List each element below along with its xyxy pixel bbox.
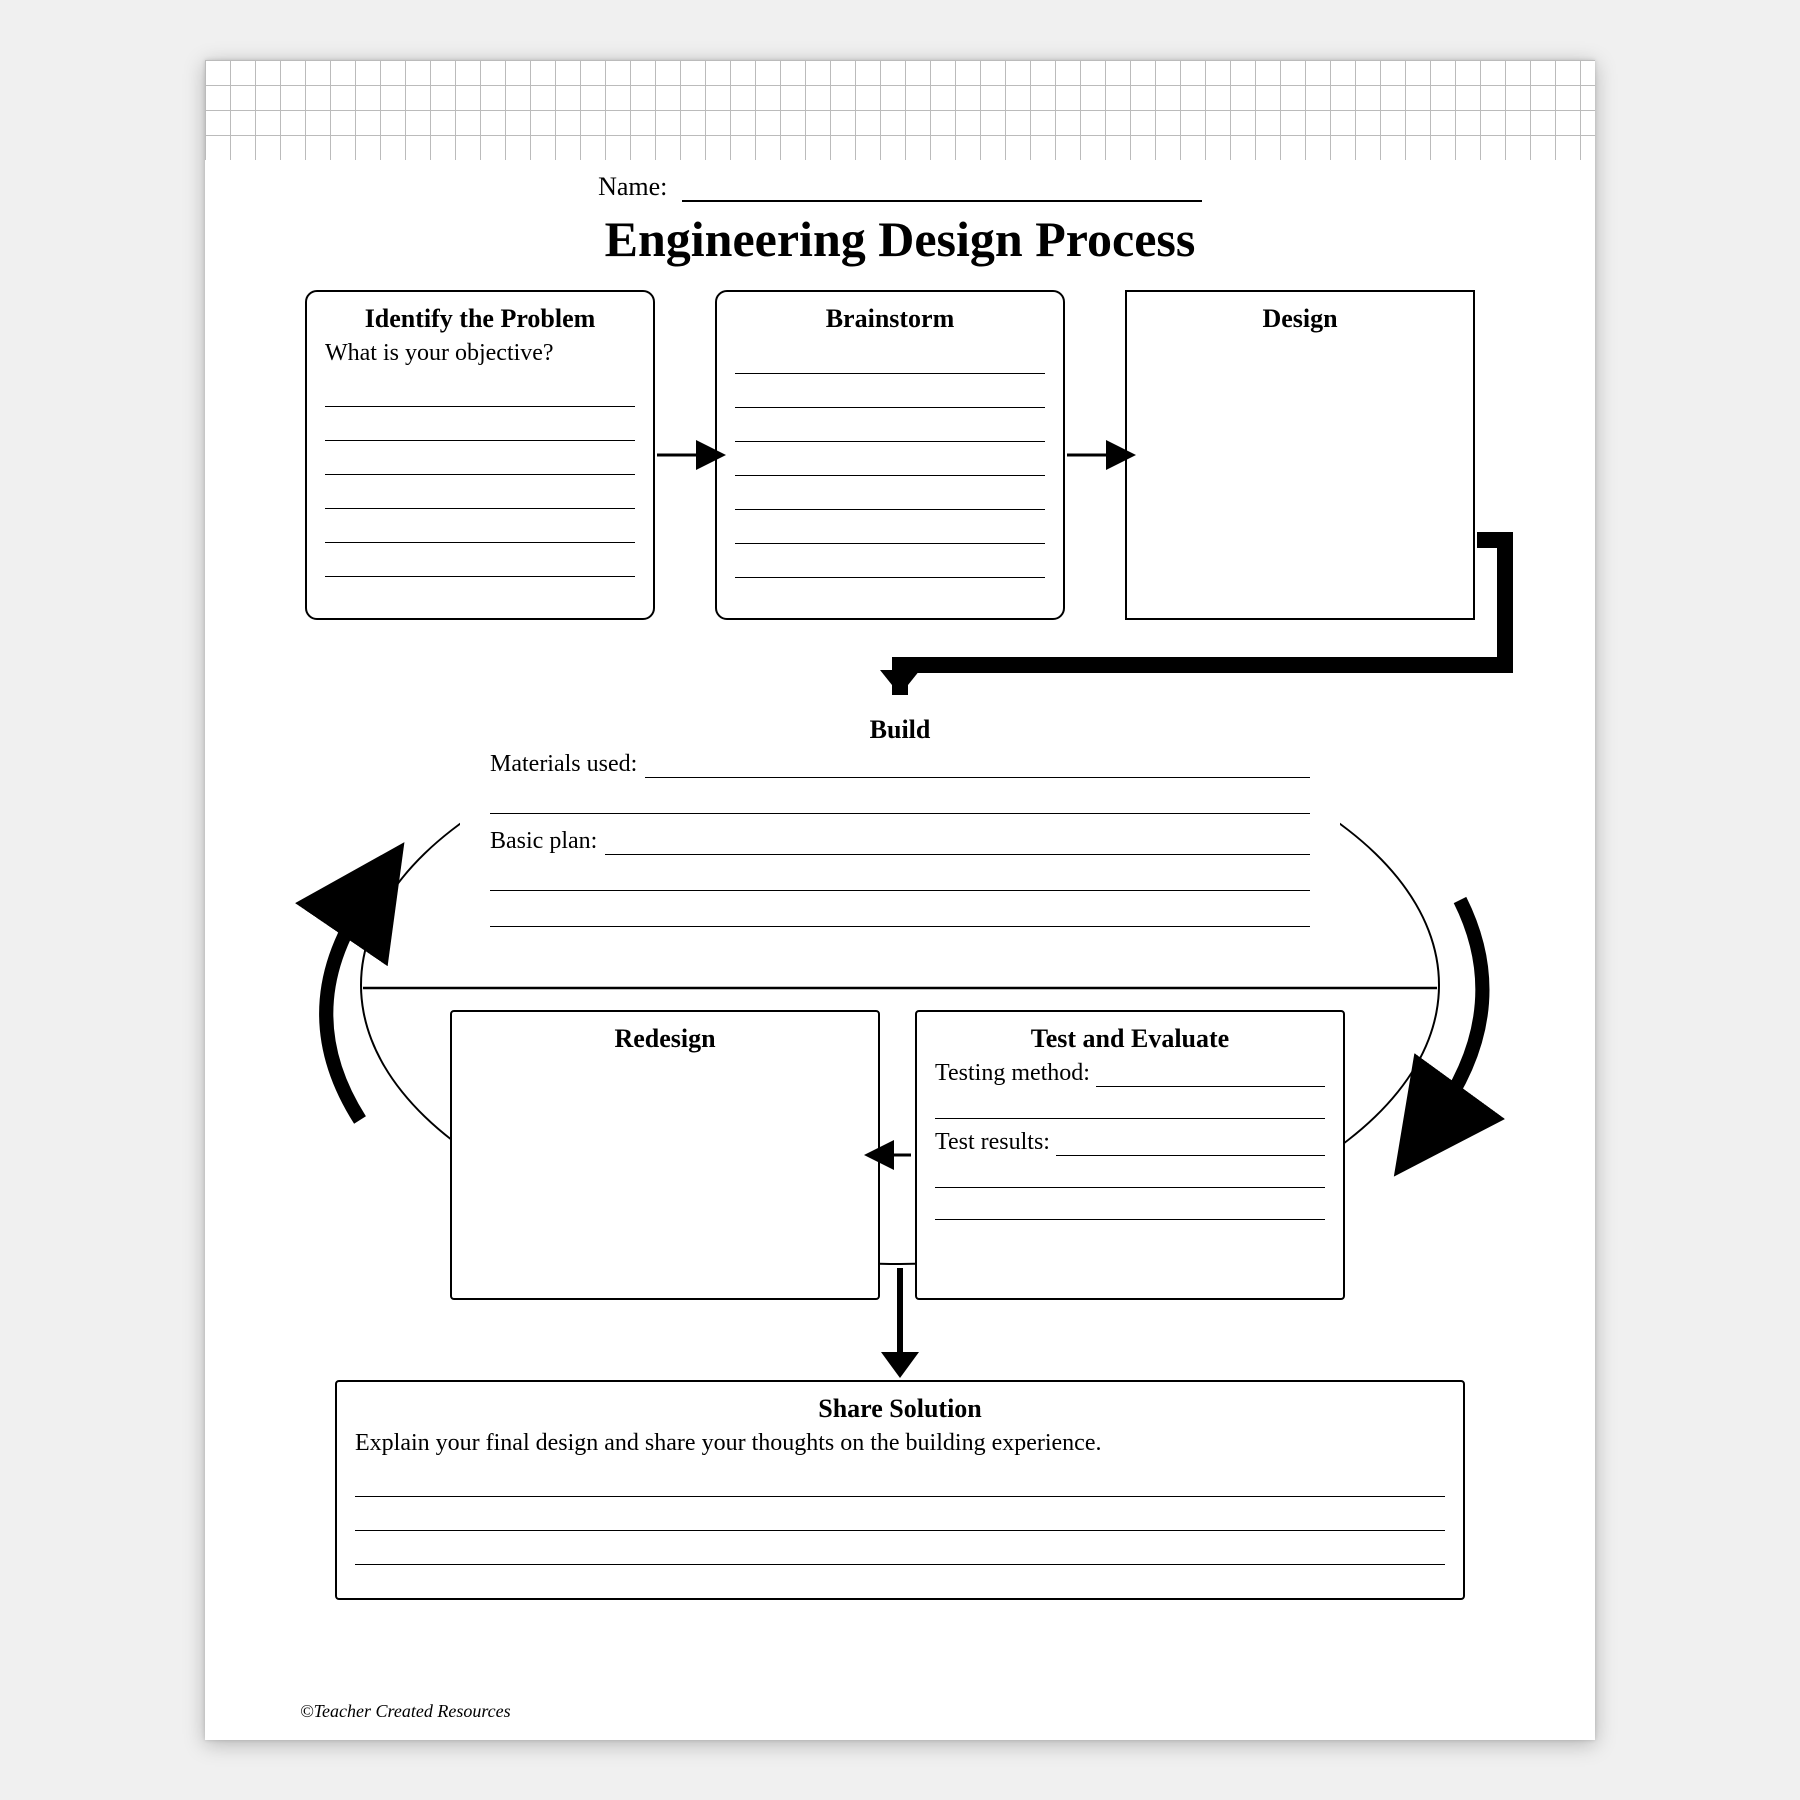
write-line[interactable]	[325, 441, 635, 475]
write-line[interactable]	[325, 475, 635, 509]
write-line[interactable]	[490, 778, 1310, 814]
write-line[interactable]	[325, 543, 635, 577]
write-line[interactable]	[935, 1087, 1325, 1119]
name-field-row: Name:	[205, 172, 1595, 202]
footer-copyright: ©Teacher Created Resources	[300, 1701, 511, 1722]
write-line[interactable]	[735, 442, 1045, 476]
materials-line[interactable]	[645, 752, 1310, 778]
share-prompt: Explain your final design and share your…	[355, 1430, 1445, 1457]
share-title: Share Solution	[355, 1394, 1445, 1424]
worksheet-page: Name: Engineering Design Process Identif…	[205, 60, 1595, 1740]
write-line[interactable]	[935, 1156, 1325, 1188]
write-line[interactable]	[735, 544, 1045, 578]
write-line[interactable]	[735, 340, 1045, 374]
write-line[interactable]	[735, 374, 1045, 408]
box-test-evaluate: Test and Evaluate Testing method: Test r…	[915, 1010, 1345, 1300]
test-results-label: Test results:	[935, 1129, 1050, 1156]
write-line[interactable]	[490, 891, 1310, 927]
identify-prompt: What is your objective?	[325, 340, 635, 367]
write-line[interactable]	[735, 476, 1045, 510]
box-redesign: Redesign	[450, 1010, 880, 1300]
write-line[interactable]	[490, 855, 1310, 891]
write-line[interactable]	[325, 509, 635, 543]
test-results-line[interactable]	[1056, 1132, 1325, 1156]
brainstorm-title: Brainstorm	[735, 304, 1045, 334]
write-line[interactable]	[355, 1531, 1445, 1565]
materials-label: Materials used:	[490, 751, 637, 778]
write-line[interactable]	[355, 1463, 1445, 1497]
name-label: Name:	[598, 172, 667, 201]
box-identify-problem: Identify the Problem What is your object…	[305, 290, 655, 620]
test-title: Test and Evaluate	[935, 1024, 1325, 1054]
name-input-line[interactable]	[682, 180, 1202, 202]
grid-header-pattern	[205, 60, 1595, 160]
page-title: Engineering Design Process	[205, 210, 1595, 268]
redesign-title: Redesign	[470, 1024, 860, 1054]
write-line[interactable]	[325, 373, 635, 407]
write-line[interactable]	[325, 407, 635, 441]
plan-label: Basic plan:	[490, 828, 597, 855]
build-title: Build	[490, 715, 1310, 745]
box-design: Design	[1125, 290, 1475, 620]
write-line[interactable]	[735, 408, 1045, 442]
write-line[interactable]	[355, 1497, 1445, 1531]
testing-method-label: Testing method:	[935, 1060, 1090, 1087]
plan-line[interactable]	[605, 829, 1310, 855]
write-line[interactable]	[935, 1188, 1325, 1220]
write-line[interactable]	[735, 510, 1045, 544]
box-brainstorm: Brainstorm	[715, 290, 1065, 620]
box-build: Build Materials used: Basic plan:	[460, 705, 1340, 945]
identify-title: Identify the Problem	[325, 304, 635, 334]
box-share-solution: Share Solution Explain your final design…	[335, 1380, 1465, 1600]
design-title: Design	[1145, 304, 1455, 334]
testing-method-line[interactable]	[1096, 1063, 1325, 1087]
